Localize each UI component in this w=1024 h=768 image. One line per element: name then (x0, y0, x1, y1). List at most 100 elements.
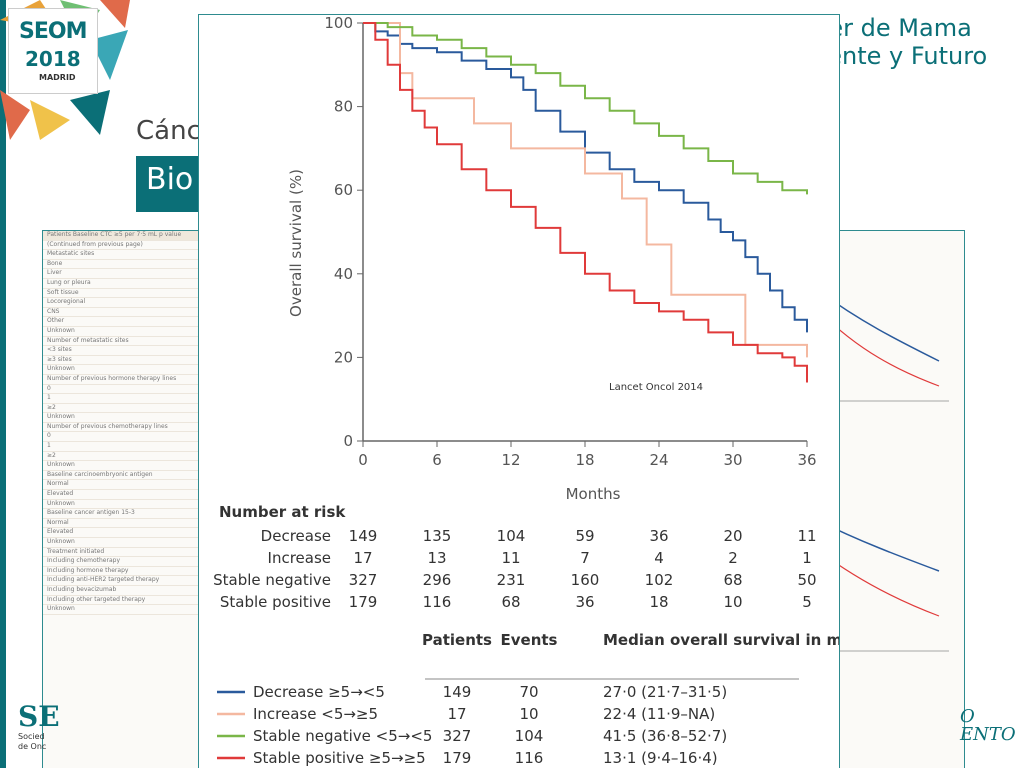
risk-cell: 160 (571, 571, 600, 589)
y-axis-label: Overall survival (%) (287, 169, 305, 317)
risk-cell: 7 (580, 549, 590, 567)
left-table-row: Number of previous chemotherapy lines (43, 423, 213, 433)
y-tick-label: 60 (334, 181, 353, 199)
left-table-row: Unknown (43, 538, 213, 548)
section-label: Cánc (136, 116, 201, 146)
risk-row-label: Stable positive (220, 593, 331, 611)
risk-cell: 4 (654, 549, 664, 567)
footer-left-sub-line1: Socied (18, 732, 45, 741)
y-tick-label: 40 (334, 265, 353, 283)
series-line-3 (363, 22, 808, 383)
risk-cell: 68 (723, 571, 742, 589)
left-table-row: Metastatic sites (43, 250, 213, 260)
risk-table-title: Number at risk (219, 503, 346, 521)
risk-cell: 296 (423, 571, 452, 589)
left-table-row: Elevated (43, 490, 213, 500)
footer-left-sub: Socied de Onc (18, 732, 58, 752)
left-table-row: ≥3 sites (43, 356, 213, 366)
left-table-row: Unknown (43, 327, 213, 337)
y-tick-label: 20 (334, 348, 353, 366)
summary-patients: 149 (443, 683, 472, 701)
x-tick-label: 12 (501, 451, 520, 469)
summary-header: Patients (422, 631, 492, 649)
summary-events: 116 (515, 749, 544, 767)
risk-row-label: Increase (268, 549, 331, 567)
background-table-panel: Patients Baseline CTC ≥5 per 7·5 mL p va… (42, 230, 214, 768)
legend-label: Increase <5→≥5 (253, 705, 378, 723)
subtitle-text: Bio (146, 162, 194, 197)
left-table-row: Unknown (43, 500, 213, 510)
risk-cell: 68 (501, 593, 520, 611)
summary-patients: 327 (443, 727, 472, 745)
left-table-row: Other (43, 317, 213, 327)
risk-cell: 20 (723, 527, 742, 545)
risk-cell: 36 (649, 527, 668, 545)
survival-figure: 0 6 12 18 24 30 36 0 20 40 60 80 100 Overall surviva… (198, 14, 840, 768)
x-tick-label: 24 (649, 451, 668, 469)
x-tick-label: 18 (575, 451, 594, 469)
x-tick-label: 30 (723, 451, 742, 469)
risk-cell: 102 (645, 571, 674, 589)
logo-text: SEOM (19, 19, 87, 44)
left-table-row: 1 (43, 442, 213, 452)
logo-city: MADRID (39, 73, 76, 82)
risk-row-label: Decrease (261, 527, 331, 545)
legend-label: Stable positive ≥5→≥5 (253, 749, 426, 767)
summary-header: Events (501, 631, 558, 649)
y-tick-label: 80 (334, 98, 353, 116)
risk-cell: 17 (353, 549, 372, 567)
footer-left-sub-line2: de Onc (18, 742, 47, 751)
y-tick-label: 100 (324, 15, 353, 32)
left-table-row: Unknown (43, 605, 213, 615)
left-table-row: ≥2 (43, 452, 213, 462)
risk-cell: 10 (723, 593, 742, 611)
risk-cell: 36 (575, 593, 594, 611)
summary-median: 13·1 (9·4–16·4) (603, 749, 718, 767)
left-table-row: Bone (43, 260, 213, 270)
background-curves-panel (818, 230, 965, 768)
background-curves (819, 290, 949, 652)
left-table-row: Baseline cancer antigen 15-3 (43, 509, 213, 519)
left-table-header: Patients Baseline CTC ≥5 per 7·5 mL p va… (43, 231, 213, 241)
left-table-row: 0 (43, 432, 213, 443)
left-table-row: Normal (43, 480, 213, 491)
series-line-0 (363, 22, 808, 333)
summary-events: 10 (519, 705, 538, 723)
summary-patients: 179 (443, 749, 472, 767)
left-table-row: 1 (43, 394, 213, 404)
footer-right-logo-line1: O (960, 706, 975, 727)
left-table-row: Liver (43, 269, 213, 279)
left-table-row: Number of previous hormone therapy lines (43, 375, 213, 385)
summary-median: 27·0 (21·7–31·5) (603, 683, 727, 701)
risk-cell: 104 (497, 527, 526, 545)
left-table-row: Including other targeted therapy (43, 596, 213, 606)
left-table-row: 0 (43, 385, 213, 395)
left-table-row: Including chemotherapy (43, 557, 213, 567)
logo-year: 2018 (25, 47, 81, 71)
summary-median: 41·5 (36·8–52·7) (603, 727, 727, 745)
risk-row-label: Stable negative (213, 571, 331, 589)
footer-right-logo-line2: ENTO (960, 724, 1016, 745)
risk-cell: 231 (497, 571, 526, 589)
risk-cell: 149 (349, 527, 378, 545)
series-line-2 (363, 22, 808, 195)
x-tick-label: 0 (358, 451, 368, 469)
risk-cell: 13 (427, 549, 446, 567)
x-tick-label: 36 (797, 451, 816, 469)
left-table-row: Baseline carcinoembryonic antigen (43, 471, 213, 481)
left-table-row: Treatment initiated (43, 548, 213, 558)
risk-cell: 18 (649, 593, 668, 611)
footer-left-logo: SE (18, 700, 60, 733)
footer-right-logo: O ENTO (960, 708, 1016, 744)
risk-cell: 2 (728, 549, 738, 567)
left-table-row: Number of metastatic sites (43, 337, 213, 347)
x-tick-label: 6 (432, 451, 442, 469)
summary-events: 104 (515, 727, 544, 745)
left-table-row: Locoregional (43, 298, 213, 308)
left-table-row: (Continued from previous page) (43, 241, 213, 251)
left-table-row: <3 sites (43, 346, 213, 356)
risk-cell: 11 (501, 549, 520, 567)
risk-cell: 5 (802, 593, 812, 611)
left-table-row: CNS (43, 308, 213, 318)
